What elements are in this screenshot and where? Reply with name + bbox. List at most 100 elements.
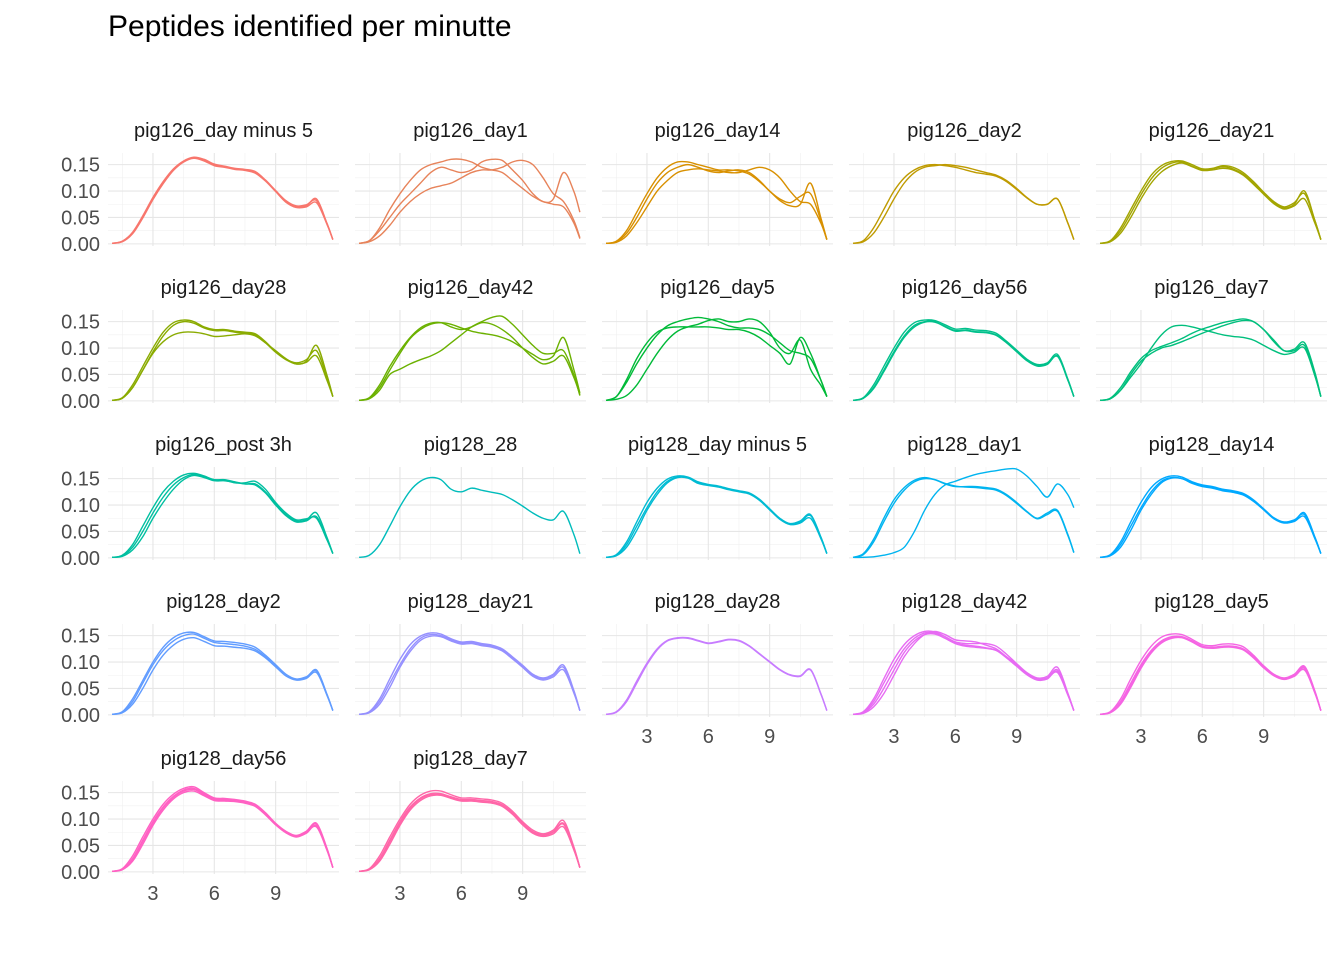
facet-panel: pig126_day2: [849, 120, 1080, 246]
y-tick-label: 0.15: [61, 312, 100, 334]
series-line: [1099, 318, 1322, 402]
series-line: [605, 475, 828, 559]
facet-strip-label: pig126_day2: [907, 120, 1022, 142]
series-line: [111, 790, 334, 873]
x-tick-label: 6: [950, 726, 961, 748]
y-tick-label: 0.10: [61, 495, 100, 517]
x-tick-label: 6: [456, 883, 467, 905]
facet-panel: pig128_day21: [355, 591, 586, 717]
y-tick-label: 0.10: [61, 809, 100, 831]
y-tick-label: 0.05: [61, 521, 100, 543]
series-line: [853, 630, 1075, 716]
series-line: [111, 157, 334, 245]
series-line: [1099, 161, 1322, 245]
series-line: [1099, 475, 1322, 559]
facet-panel: pig126_day28 0.00 0.05 0.10 0.15: [61, 277, 339, 413]
x-tick-label: 3: [888, 726, 899, 748]
y-tick-label: 0.00: [61, 705, 100, 727]
series-line: [605, 316, 828, 402]
series-line: [852, 320, 1075, 402]
series-line: [358, 158, 581, 245]
series-line: [605, 476, 828, 559]
x-tick-label: 6: [209, 883, 220, 905]
series-line: [1099, 633, 1322, 716]
facet-strip-label: pig126_day21: [1149, 120, 1275, 142]
facet-strip-label: pig128_day5: [1154, 591, 1269, 613]
facet-panel: pig126_day7: [1096, 277, 1327, 403]
facet-panel: pig128_day56 0.00 0.05 0.10 0.15 3 6 9: [61, 748, 339, 905]
facet-panel: pig126_day42: [355, 277, 586, 403]
series-line: [358, 321, 581, 402]
x-tick-label: 9: [270, 883, 281, 905]
y-tick-label: 0.10: [61, 181, 100, 203]
y-tick-label: 0.00: [61, 862, 100, 884]
facet-strip-label: pig126_day28: [161, 277, 287, 299]
facet-strip-label: pig128_day21: [408, 591, 534, 613]
facet-panel: pig126_day56: [849, 277, 1080, 403]
series-line: [852, 319, 1075, 402]
facet-panel: pig126_day14: [602, 120, 833, 246]
series-line: [111, 636, 334, 716]
series-line: [358, 633, 581, 716]
y-tick-label: 0.00: [61, 391, 100, 413]
facet-strip-label: pig126_day42: [408, 277, 534, 299]
series-line: [358, 632, 581, 716]
facet-strip-label: pig128_day7: [413, 748, 528, 770]
series-line: [852, 630, 1075, 716]
series-line: [358, 793, 581, 873]
y-tick-label: 0.15: [61, 469, 100, 491]
chart-title: Peptides identified per minutte: [108, 10, 512, 43]
series-line: [111, 331, 334, 402]
facet-panel: pig128_day28 3 6 9: [602, 591, 833, 748]
series-line: [112, 474, 334, 559]
series-line: [1099, 162, 1322, 245]
facet-strip-label: pig126_day5: [660, 277, 775, 299]
series-line: [358, 321, 581, 402]
series-line: [358, 476, 581, 559]
y-tick-label: 0.05: [61, 207, 100, 229]
facet-strip-label: pig128_day56: [161, 748, 287, 770]
series-line: [605, 326, 828, 402]
facet-strip-label: pig128_day1: [907, 434, 1022, 456]
facet-panel: pig128_28: [355, 434, 586, 560]
facet-strip-label: pig126_post 3h: [155, 434, 292, 456]
facet-panel: pig128_day14: [1096, 434, 1327, 560]
series-line: [358, 635, 581, 716]
facet-strip-label: pig128_day2: [166, 591, 281, 613]
series-line: [605, 636, 828, 716]
x-tick-label: 3: [641, 726, 652, 748]
series-line: [1099, 477, 1322, 559]
facet-panel: pig128_day42 3 6 9: [849, 591, 1080, 748]
series-line: [853, 467, 1075, 559]
x-tick-label: 9: [1258, 726, 1269, 748]
facet-panel: pig126_post 3h 0.00 0.05 0.10 0.15: [61, 434, 339, 570]
facet-strip-label: pig128_day28: [655, 591, 781, 613]
facet-panel: pig126_day5: [602, 277, 833, 403]
facet-panel: pig126_day1: [355, 120, 586, 246]
facet-panel: pig126_day minus 5 0.00 0.05 0.10 0.15: [61, 120, 339, 256]
facet-panel: pig128_day2 0.00 0.05 0.10 0.15: [61, 591, 339, 727]
series-line: [111, 631, 334, 716]
y-tick-label: 0.00: [61, 234, 100, 256]
facet-strip-label: pig126_day7: [1154, 277, 1269, 299]
series-line: [1099, 319, 1322, 402]
series-line: [111, 319, 334, 402]
facet-panel: pig128_day5 3 6 9: [1096, 591, 1327, 748]
facet-strip-label: pig128_28: [424, 434, 517, 456]
x-tick-label: 3: [1135, 726, 1146, 748]
series-line: [606, 166, 828, 245]
series-line: [111, 156, 334, 245]
series-line: [358, 789, 581, 873]
y-tick-label: 0.05: [61, 364, 100, 386]
series-line: [358, 159, 581, 245]
facet-strip-label: pig126_day1: [413, 120, 528, 142]
x-tick-label: 9: [1011, 726, 1022, 748]
x-tick-label: 6: [703, 726, 714, 748]
y-tick-label: 0.15: [61, 783, 100, 805]
facet-panel: pig128_day7 3 6 9: [355, 748, 586, 905]
x-tick-label: 9: [764, 726, 775, 748]
facet-strip-label: pig126_day14: [655, 120, 781, 142]
y-tick-label: 0.15: [61, 626, 100, 648]
series-line: [852, 163, 1075, 245]
